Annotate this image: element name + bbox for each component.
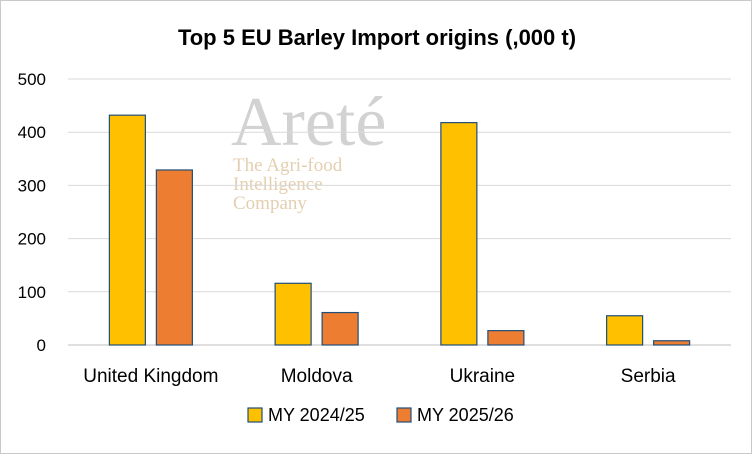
bars [108,114,691,346]
legend: MY 2024/25 MY 2025/26 [247,405,514,425]
legend-swatch [247,407,263,423]
y-tick-label: 400 [18,123,46,142]
watermark-tagline-line-1: The Agri-food [233,155,343,176]
bar-my-2024-25 [274,282,312,346]
chart-title: Top 5 EU Barley Import origins (,000 t) [178,25,576,50]
legend-swatch [396,407,412,423]
bar-my-2024-25 [440,122,478,346]
bar-my-2024-25 [108,114,146,346]
watermark-tagline-line-3: Company [233,193,307,214]
y-tick-label: 300 [18,176,46,195]
legend-item-my-2024-25: MY 2024/25 [247,405,365,425]
bar-my-2025-26 [653,340,691,346]
bar-my-2025-26 [155,169,193,346]
x-axis-labels: United Kingdom Moldova Ukraine Serbia [83,366,676,387]
y-tick-label: 200 [18,230,46,249]
y-tick-label: 0 [37,336,46,355]
y-tick-label: 100 [18,283,46,302]
y-axis-ticks: 0 100 200 300 400 500 [18,70,46,355]
arete-watermark: Areté The Agri-food Intelligence Company [231,84,386,214]
watermark-brand: Areté [231,84,386,161]
bar-my-2025-26 [321,311,359,346]
category-label: Moldova [281,366,353,387]
category-label: Ukraine [450,366,515,387]
watermark-tagline-line-2: Intelligence [233,174,323,195]
category-label: Serbia [621,366,676,387]
legend-item-my-2025-26: MY 2025/26 [396,405,514,425]
y-tick-label: 500 [18,70,46,89]
legend-label: MY 2024/25 [268,405,365,425]
bar-my-2024-25 [606,315,644,346]
legend-label: MY 2025/26 [417,405,514,425]
bar-my-2025-26 [487,330,525,346]
category-label: United Kingdom [83,366,218,387]
